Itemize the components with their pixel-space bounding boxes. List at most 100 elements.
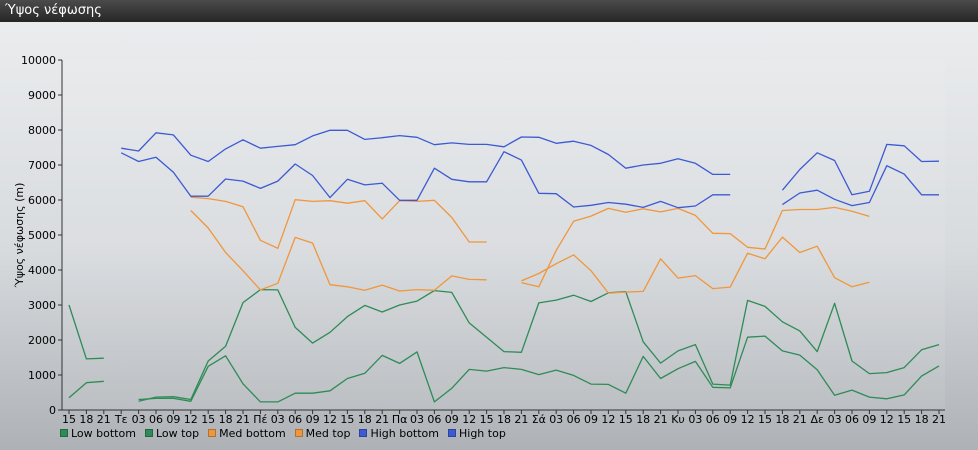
y-tick-label: 8000 <box>28 124 56 137</box>
x-tick-label: 21 <box>793 413 807 424</box>
x-tick-label: 15 <box>758 413 772 424</box>
y-tick-label: 3000 <box>28 299 56 312</box>
x-tick-label: 18 <box>636 413 650 424</box>
x-tick-label: 03 <box>271 413 285 424</box>
x-tick-label: Πα <box>392 413 408 424</box>
legend-item: Med bottom <box>208 427 286 440</box>
x-axis: 15 18 21 Τε 03 06 09 12 15 18 21 Πέ 03 06 09 12 15 18 21 Πα… <box>62 409 946 424</box>
x-tick-label: 18 <box>775 413 789 424</box>
x-tick-label: 21 <box>236 413 250 424</box>
x-tick-label: 15 <box>619 413 633 424</box>
x-tick-label: Σά <box>532 413 546 424</box>
x-tick-label: 15 <box>340 413 354 424</box>
y-tick-label: 10000 <box>21 54 56 67</box>
y-tick-label: 2000 <box>28 334 56 347</box>
cloud-height-chart: 0 1000 2000 3000 4000 5000 6000 7000 8000 9000 100… <box>13 54 946 424</box>
y-tick-label: 6000 <box>28 194 56 207</box>
x-tick-label: 03 <box>410 413 424 424</box>
legend-swatch <box>294 429 303 437</box>
x-tick-label: 03 <box>688 413 702 424</box>
series-lines <box>68 129 940 403</box>
x-tick-label: 21 <box>932 413 946 424</box>
x-tick-label: 21 <box>514 413 528 424</box>
x-tick-label: 12 <box>601 413 615 424</box>
title-bar: Ύψος νέφωσης <box>0 0 978 22</box>
x-tick-label: 09 <box>306 413 320 424</box>
x-tick-label: 12 <box>184 413 198 424</box>
x-tick-label: Πέ <box>253 413 267 424</box>
x-tick-label: 18 <box>358 413 372 424</box>
x-tick-label: 09 <box>584 413 598 424</box>
series-line-low-bottom <box>138 335 940 403</box>
x-tick-label: 21 <box>375 413 389 424</box>
x-tick-label: 15 <box>897 413 911 424</box>
x-tick-label: 12 <box>462 413 476 424</box>
x-tick-label: 18 <box>915 413 929 424</box>
x-tick-label: 03 <box>549 413 563 424</box>
series-line-med-top <box>521 206 870 288</box>
series-line-med-bottom <box>190 210 487 292</box>
series-line-high-top <box>781 143 940 196</box>
x-tick-label: 06 <box>288 413 302 424</box>
legend-item: Low top <box>144 426 200 440</box>
series-line-low-bottom <box>68 380 104 399</box>
x-tick-label: Τε <box>114 413 128 424</box>
x-tick-label: 18 <box>79 413 93 424</box>
series-line-med-bottom <box>521 236 870 294</box>
x-tick-label: 12 <box>741 413 755 424</box>
x-tick-label: 15 <box>480 413 494 424</box>
y-tick-label: 4000 <box>28 264 56 277</box>
y-axis: 0 1000 2000 3000 4000 5000 6000 7000 8000 9000 100… <box>21 54 63 417</box>
legend-swatch <box>208 429 217 437</box>
x-tick-label: 06 <box>706 413 720 424</box>
x-tick-label: 15 <box>62 413 76 424</box>
x-tick-label: 18 <box>497 413 511 424</box>
legend-swatch <box>448 429 456 437</box>
series-line-high-top <box>121 129 731 176</box>
x-tick-label: Κυ <box>671 413 685 424</box>
legend-label: Low bottom <box>71 426 136 440</box>
x-tick-label: 06 <box>427 413 441 424</box>
series-line-high-bottom <box>782 165 939 207</box>
series-line-high-bottom <box>120 151 731 209</box>
series-line-low-top <box>138 288 940 402</box>
legend-label: Low top <box>155 426 200 440</box>
legend-label: Med top <box>305 426 351 440</box>
legend-item: High bottom <box>359 427 439 440</box>
x-tick-label: 21 <box>654 413 668 424</box>
x-tick-label: Δε <box>810 413 824 424</box>
series-line-low-top <box>68 304 104 360</box>
legend-swatch <box>359 429 368 437</box>
x-tick-label: 09 <box>445 413 459 424</box>
x-tick-label: 21 <box>97 413 111 424</box>
legend-label: Med bottom <box>219 426 286 440</box>
x-tick-label: 15 <box>201 413 215 424</box>
x-tick-label: 06 <box>149 413 163 424</box>
x-tick-label: 09 <box>862 413 876 424</box>
x-tick-label: 06 <box>567 413 581 424</box>
legend-item: Med top <box>294 426 351 440</box>
x-tick-label: 12 <box>323 413 337 424</box>
legend-swatch <box>144 429 153 437</box>
x-tick-label: 06 <box>845 413 859 424</box>
legend-swatch <box>60 429 68 437</box>
legend: Low bottom Low top Med bottom Med top High b… <box>60 426 515 440</box>
window-title: Ύψος νέφωσης <box>5 3 102 18</box>
x-tick-label: 03 <box>828 413 842 424</box>
legend-label: High top <box>459 426 506 440</box>
y-tick-label: 5000 <box>28 229 56 242</box>
series-line-med-top <box>190 196 487 249</box>
y-tick-label: 9000 <box>28 89 56 102</box>
y-tick-label: 1000 <box>28 369 56 382</box>
x-tick-label: 03 <box>132 413 146 424</box>
x-tick-label: 09 <box>166 413 180 424</box>
y-tick-label: 7000 <box>28 159 56 172</box>
x-tick-label: 09 <box>723 413 737 424</box>
y-axis-title: Ύψος νέφωσης (m) <box>13 183 26 289</box>
legend-label: High bottom <box>370 426 439 440</box>
y-tick-label: 0 <box>49 404 56 417</box>
legend-item: Low bottom <box>60 427 136 440</box>
legend-item: High top <box>448 427 506 440</box>
x-tick-label: 12 <box>880 413 894 424</box>
